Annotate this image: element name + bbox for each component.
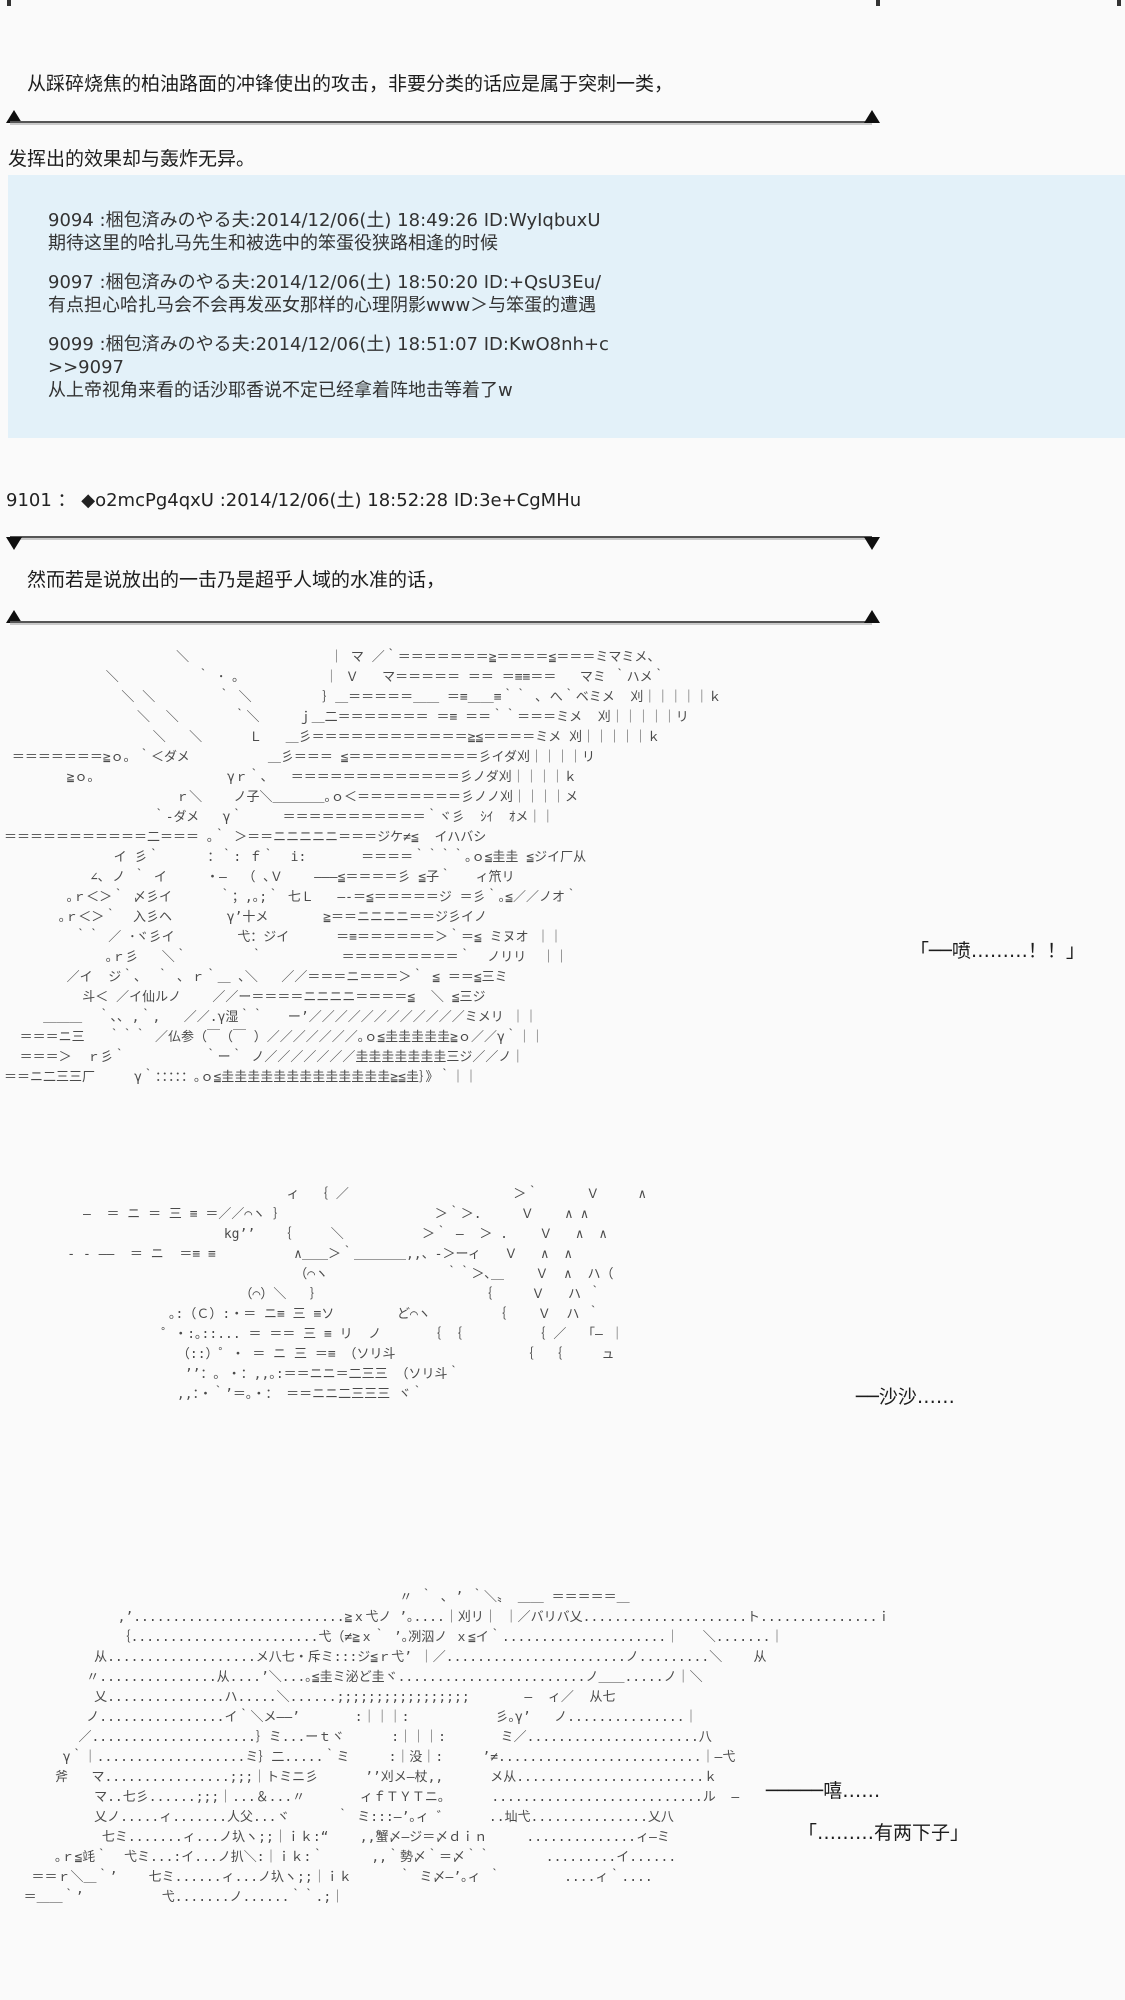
reader-posts-box: 9094 :梱包済みのやる夫:2014/12/06(土) 18:49:26 ID… [8,175,1125,438]
triangle-down-icon [864,537,880,550]
post-header: 9094 :梱包済みのやる夫:2014/12/06(土) 18:49:26 ID… [48,210,601,231]
scene-separator-down [0,534,1125,550]
narration-scene: 然而若是说放出的一击乃是超乎人域的水准的话， [8,569,446,591]
post-9097: 9097 :梱包済みのやる夫:2014/12/06(土) 18:50:20 ID… [48,271,1105,317]
triangle-up-icon [864,110,880,123]
post-header: 9099 :梱包済みのやる夫:2014/12/06(土) 18:51:07 ID… [48,334,609,355]
separator-line [10,621,872,623]
ascii-art-figure: 〃 ｀ ､ ’ ｀＼〟 ＿＿ ＝＝＝＝＝＿ ,’................… [23,1590,891,1905]
triangle-down-icon [6,537,22,550]
post-body: 有点担心哈扎马会不会再发巫女那样的心理阴影www＞与笨蛋的遭遇 [48,295,597,316]
separator-line [10,121,872,123]
dialogue-compliment: 「………有两下子」 [798,1822,970,1844]
sound-effect-rustle: ──沙沙…… [856,1386,955,1408]
triangle-up-icon [864,610,880,623]
dialogue-exclamation: 「──喷………！！」 [910,940,1085,962]
triangle-up-icon [6,110,22,123]
top-edge-tick [1117,0,1121,6]
post-body: 从上帝视角来看的话沙耶香说不定已经拿着阵地击等着了w [48,380,513,401]
narration-line: 发挥出的效果却与轰炸无异。 [8,148,256,170]
post-body: 期待这里的哈扎马先生和被选中的笨蛋役狭路相逢的时候 [48,233,498,254]
quote-link[interactable]: >>9097 [48,357,124,378]
ascii-art-impact: ＼ ｜ マ ／｀＝＝＝＝＝＝＝≧＝＝＝＝≦＝＝＝ミマミメ、 ＼ ｀ ･ ｡ ｜ … [4,650,722,1085]
post-header: 9097 :梱包済みのやる夫:2014/12/06(土) 18:50:20 ID… [48,272,602,293]
scene-separator-up [0,110,1125,126]
ascii-art-landing: ィ ｛ ／ ＞｀ Ｖ ∧ ― ＝ ニ ＝ 三 ≡ ＝／／⌒ヽ ｝ ＞｀＞. Ｖ … [67,1187,647,1402]
sound-effect-chuckle: ─────嘻…… [766,1780,881,1802]
top-edge-tick [876,0,880,6]
narration-line: 从踩碎烧焦的柏油路面的冲锋使出的攻击，非要分类的话应是属于突刺一类， [8,73,674,95]
scene-separator-up [0,610,1125,626]
triangle-up-icon [6,610,22,623]
post-9099: 9099 :梱包済みのやる夫:2014/12/06(土) 18:51:07 ID… [48,333,1105,402]
post-9094: 9094 :梱包済みのやる夫:2014/12/06(土) 18:49:26 ID… [48,209,1105,255]
separator-line [10,536,872,538]
top-edge-tick [7,0,11,6]
post-9101-header: 9101 ： ◆o2mcPg4qxU :2014/12/06(土) 18:52:… [6,490,582,511]
